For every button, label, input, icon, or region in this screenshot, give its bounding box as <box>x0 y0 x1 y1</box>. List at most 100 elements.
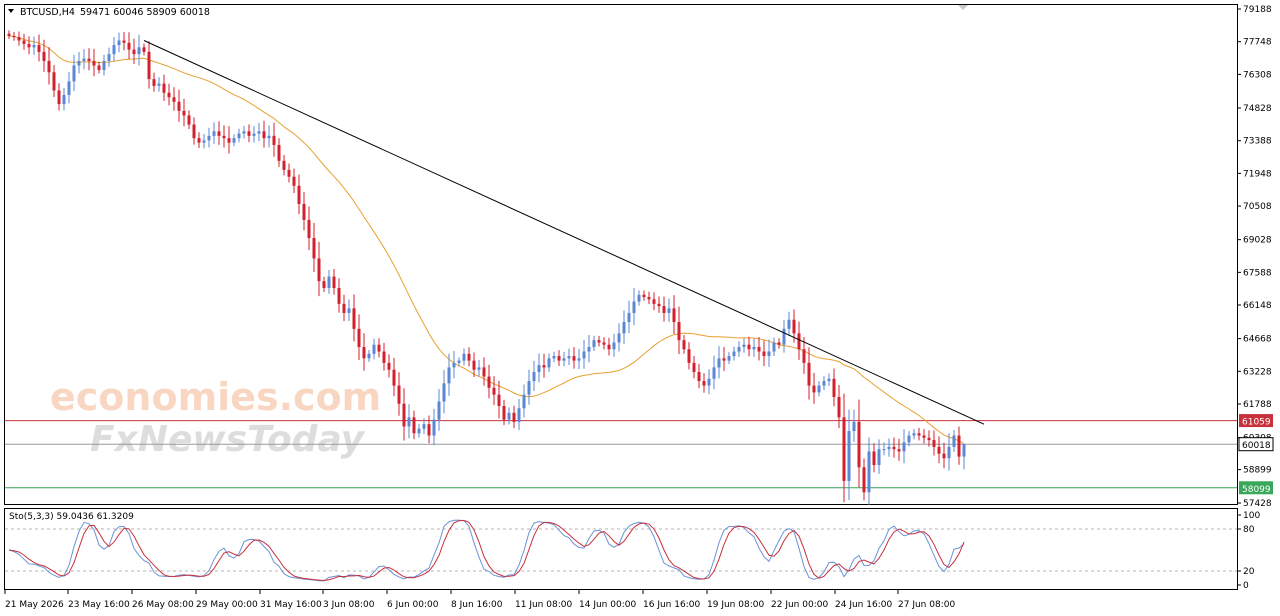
candle-body <box>857 421 861 468</box>
candle <box>62 87 66 111</box>
candle <box>632 287 636 326</box>
candle-body <box>22 40 26 44</box>
candle-body <box>407 417 411 427</box>
candle <box>142 43 146 56</box>
candle <box>27 36 31 55</box>
candle-body <box>117 40 121 46</box>
candle-body <box>862 467 866 493</box>
price-label-text: 60018 <box>1242 441 1271 451</box>
y-tick-label: 58899 <box>1243 466 1272 476</box>
candle <box>17 31 21 46</box>
candle-body <box>377 344 381 352</box>
candle <box>882 442 886 456</box>
candle <box>607 337 611 356</box>
candle <box>22 33 26 50</box>
candle-body <box>672 308 676 323</box>
candle-body <box>807 362 811 386</box>
candle-body <box>552 356 556 359</box>
candle <box>177 89 181 122</box>
candle-body <box>312 238 316 259</box>
candle-body <box>722 358 726 361</box>
candle <box>322 276 326 292</box>
candle <box>432 408 436 446</box>
candle <box>672 295 676 334</box>
candle-body <box>482 367 486 377</box>
candle <box>52 65 56 97</box>
candle <box>812 372 816 404</box>
trend-line[interactable] <box>143 40 985 425</box>
candle <box>912 428 916 440</box>
candle-body <box>412 417 416 434</box>
candle <box>697 363 701 389</box>
candle-body <box>107 54 111 61</box>
candle <box>47 47 51 85</box>
candle-body <box>867 451 871 493</box>
candle <box>162 74 166 101</box>
stochastic-y-label: 0 <box>1243 581 1249 591</box>
stochastic-signal-line <box>8 519 965 582</box>
candle <box>767 339 771 367</box>
candle-body <box>872 451 876 466</box>
candle <box>772 337 776 357</box>
y-tick-label: 63228 <box>1243 367 1272 377</box>
candle <box>382 342 386 371</box>
candle <box>562 351 566 367</box>
candle-body <box>92 60 96 66</box>
candle-body <box>157 83 161 86</box>
caret-down-icon[interactable] <box>8 9 14 13</box>
candle <box>887 438 891 457</box>
candle <box>847 409 851 501</box>
candle-body <box>467 353 471 361</box>
candle <box>87 48 91 71</box>
price-label-resistance: 61059 <box>1239 414 1273 428</box>
candle <box>577 348 581 370</box>
candle <box>637 290 641 306</box>
candle-body <box>712 367 716 379</box>
candle <box>112 36 116 62</box>
candle-body <box>402 403 406 427</box>
candle <box>407 404 411 439</box>
candle <box>862 458 866 501</box>
candle <box>217 121 221 145</box>
candle <box>512 405 516 429</box>
candle-body <box>392 369 396 386</box>
candle-body <box>327 276 331 288</box>
candle <box>732 346 736 361</box>
candle <box>82 49 86 70</box>
candle <box>92 48 96 77</box>
candle-body <box>427 424 431 436</box>
y-tick-label: 71948 <box>1243 169 1272 179</box>
watermark-line2: FxNewsToday <box>90 419 366 460</box>
candle <box>822 376 826 390</box>
chart-header[interactable]: BTCUSD,H4 59471 60046 58909 60018 <box>8 7 210 18</box>
candle-body <box>137 47 141 55</box>
candle <box>437 389 441 431</box>
candle <box>622 310 626 344</box>
candle-body <box>542 365 546 368</box>
candle-body <box>642 294 646 298</box>
candle <box>237 128 241 143</box>
candle-body <box>902 442 906 452</box>
candle <box>737 341 741 357</box>
candle <box>587 334 591 363</box>
candle <box>257 122 261 142</box>
y-tick-label: 57428 <box>1243 499 1272 509</box>
candle-body <box>667 308 671 313</box>
candle <box>692 355 696 379</box>
candle <box>902 429 906 464</box>
candle-body <box>82 58 86 61</box>
candle <box>7 30 11 39</box>
candle-body <box>97 65 101 71</box>
candle-body <box>422 424 426 429</box>
candle-body <box>452 362 456 368</box>
candle-body <box>692 362 696 372</box>
candle <box>187 110 191 130</box>
candle <box>147 41 151 89</box>
y-tick-label: 64668 <box>1243 335 1272 345</box>
candle <box>522 384 526 418</box>
candle <box>572 347 576 369</box>
price-label-text: 58099 <box>1242 485 1271 495</box>
candle <box>957 426 961 465</box>
candle-body <box>147 51 151 80</box>
